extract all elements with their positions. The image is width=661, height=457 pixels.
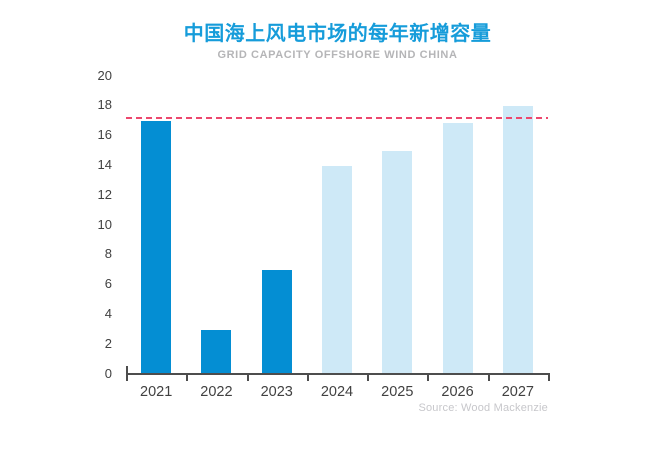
x-axis-label-2023: 2023 (260, 384, 293, 400)
x-axis-tick (548, 373, 550, 381)
y-axis-label-14: 14 (97, 156, 112, 172)
y-axis-label-4: 4 (104, 305, 112, 321)
y-axis-label-8: 8 (104, 246, 112, 262)
x-axis-tick (246, 373, 249, 381)
x-axis-label-2027: 2027 (501, 384, 534, 400)
page-subtitle: GRID CAPACITY OFFSHORE WIND CHINA (217, 49, 458, 61)
x-axis-tick (306, 373, 309, 381)
y-axis-label-0: 0 (104, 365, 112, 381)
x-axis-tick (427, 373, 430, 381)
x-axis-label-2021: 2021 (140, 384, 173, 400)
x-axis-label-2026: 2026 (441, 384, 474, 400)
x-axis-tick (126, 373, 128, 381)
reference-line (126, 117, 548, 120)
x-axis-tick (367, 373, 370, 381)
bar-2024 (322, 165, 352, 373)
page-title: 中国海上风电市场的每年新增容量 (183, 23, 492, 45)
x-axis-tick (487, 373, 490, 381)
source-label: Source: Wood Mackenzie (418, 402, 548, 414)
y-axis-label-18: 18 (97, 97, 112, 113)
bar-2027 (502, 106, 533, 373)
bar-2022 (201, 329, 232, 373)
y-axis-label-16: 16 (97, 127, 112, 143)
bar-2021 (141, 121, 172, 373)
bar-2026 (442, 122, 473, 373)
x-axis-tick (186, 373, 189, 381)
y-axis-label-20: 20 (97, 67, 112, 83)
y-axis-label-10: 10 (97, 216, 112, 232)
chart-header: 中国海上风电市场的每年新增容量 GRID CAPACITY OFFSHORE W… (110, 22, 565, 61)
y-axis-label-12: 12 (97, 186, 112, 202)
x-axis-line (126, 373, 550, 375)
x-axis-label-2022: 2022 (200, 384, 233, 400)
bar-2023 (261, 270, 292, 373)
y-axis-label-6: 6 (104, 276, 112, 292)
y-axis-label-2: 2 (104, 335, 112, 351)
x-axis-label-2024: 2024 (320, 384, 354, 400)
x-axis-label-2025: 2025 (381, 384, 414, 400)
bar-2025 (382, 150, 413, 373)
x-axis-endcap (126, 366, 128, 373)
